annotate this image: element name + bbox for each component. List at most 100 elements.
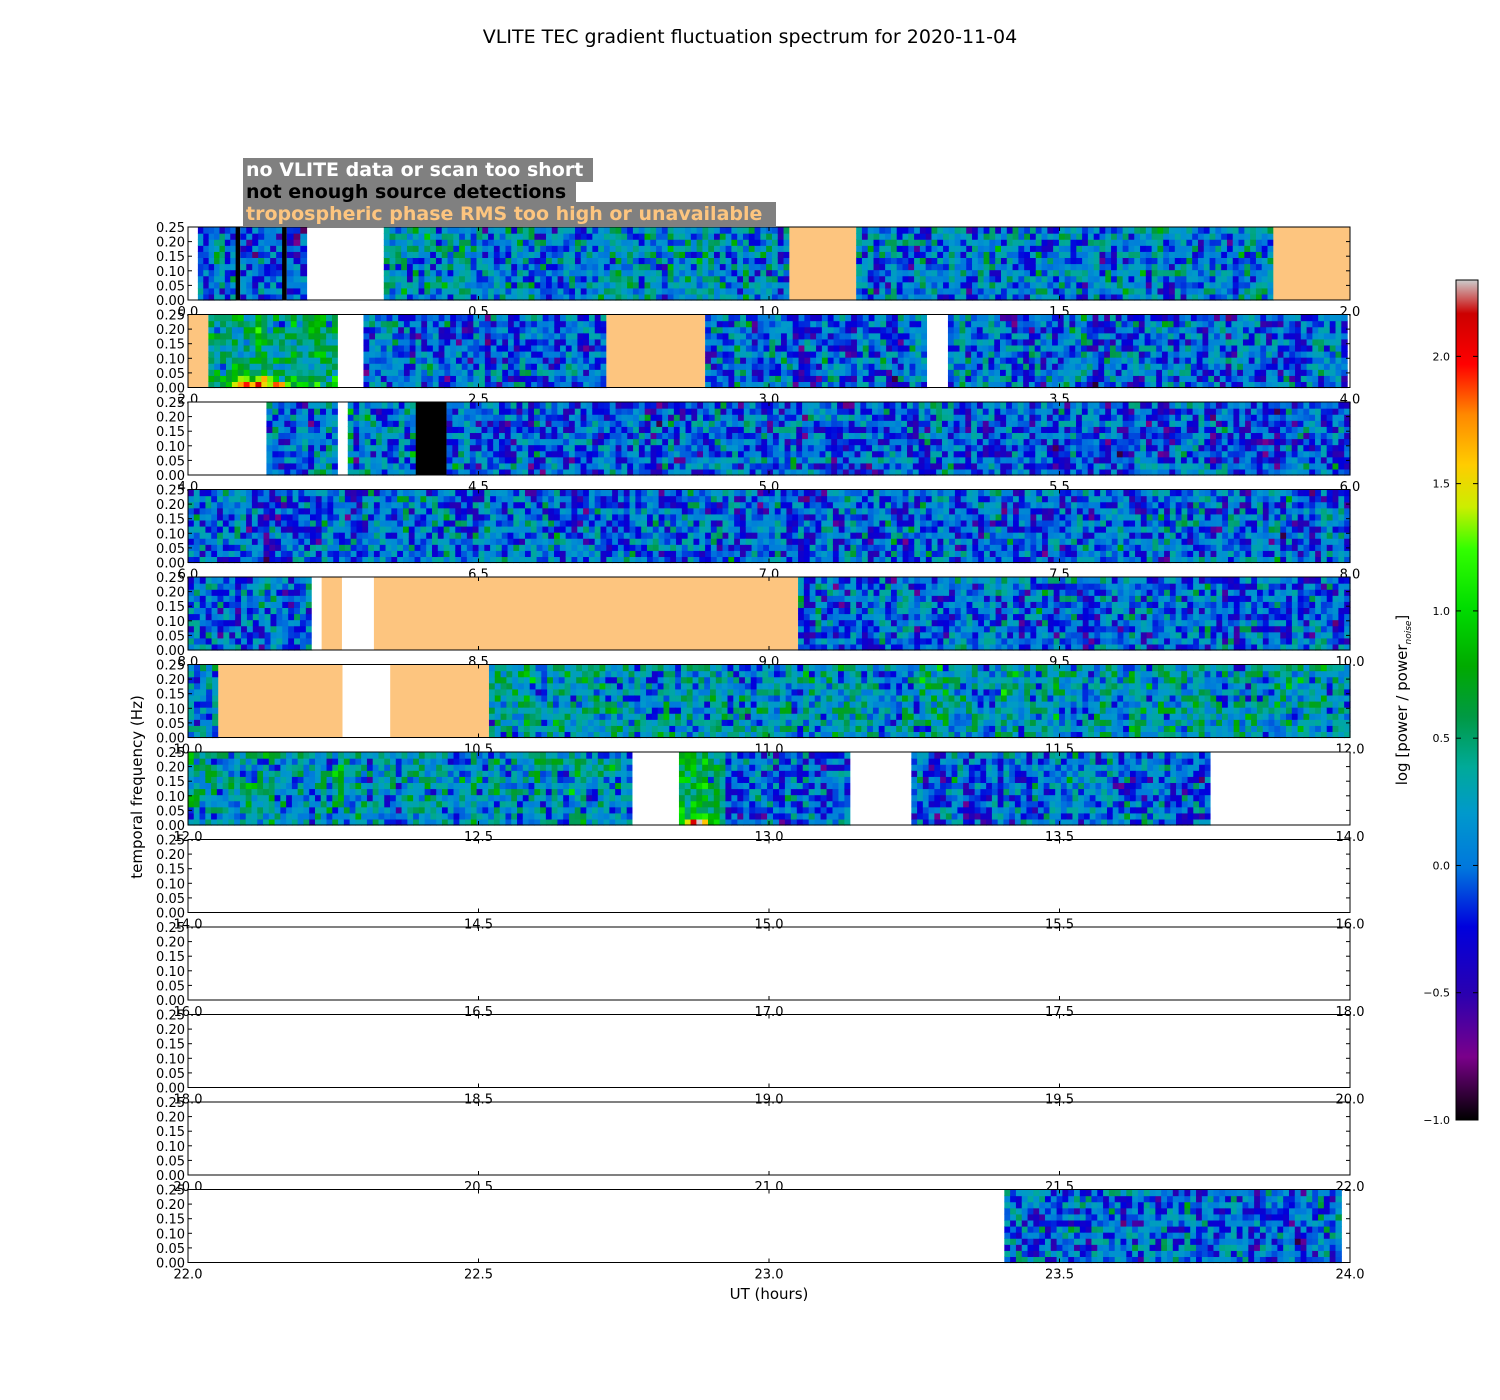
spectrum-cell [798,363,805,370]
spectrum-cell [833,320,841,328]
spectrum-cell [290,468,297,476]
spectrum-cell [459,269,466,277]
spectrum-cell [1157,281,1164,289]
spectrum-cell [880,375,887,383]
spectrum-cell [286,239,295,246]
spectrum-cell [1115,314,1123,322]
spectrum-cell [726,456,733,464]
spectrum-cell [751,326,759,334]
spectrum-cell [1057,381,1065,389]
spectrum-cell [266,438,273,446]
spectrum-cell [314,450,321,458]
spectrum-cell [1202,338,1209,346]
spectrum-cell [1329,326,1337,334]
spectrum-cell [861,281,869,289]
spectrum-cell [1081,338,1088,346]
spectrum-cell [320,320,327,328]
spectrum-cell [737,438,745,446]
spectrum-cell [609,263,617,271]
spectrum-cell [308,408,315,415]
spectrum-cell [627,287,634,295]
spectrum-cell [1105,287,1112,295]
spectrum-cell [896,281,904,289]
spectrum-cell [732,420,739,427]
spectrum-cell [258,263,265,271]
spectrum-cell [786,375,794,383]
spectrum-cell [548,375,555,383]
spectrum-cell [862,326,870,334]
spectrum-cell [971,332,978,340]
spectrum-cell [662,444,669,452]
spectrum-cell [302,338,310,346]
spectrum-segment [197,227,237,301]
spectrum-cell [845,338,852,346]
spectrum-cell [461,363,469,370]
spectrum-cell [1161,351,1169,358]
spectrum-cell [363,344,370,352]
spectrum-cell [531,320,538,328]
spectrum-cell [728,357,735,364]
spectrum-cell [300,275,308,283]
spectrum-cell [290,402,297,409]
spectrum-cell [548,344,555,352]
spectrum-cell [272,408,279,415]
spectrum-cell [387,402,394,409]
spectrum-cell [473,314,480,322]
spectrum-cell [897,338,905,346]
spectrum-cell [522,293,530,301]
spectrum-cell [347,432,355,440]
spectrum-cell [1145,239,1153,246]
spectrum-cell [769,357,776,364]
spectrum-cell [896,227,904,234]
spectrum-cell [598,263,605,271]
spectrum-cell [972,251,979,259]
spectrum-cell [982,332,990,340]
spectrum-cell [293,281,301,289]
spectrum-cell [424,263,431,271]
spectrum-cell [493,251,501,259]
spectrum-cell [203,251,210,259]
spectrum-cell [1283,375,1290,383]
spectrum-cell [369,332,376,340]
spectrum-segment [286,227,308,301]
spectrum-cell [470,293,478,301]
spectrum-cell [1161,369,1169,376]
spectrum-cell [1231,363,1238,370]
spectrum-cell [594,375,602,383]
spectrum-cell [982,357,990,364]
spectrum-cell [1169,287,1176,295]
spectrum-cell [760,263,767,271]
spectrum-cell [1323,351,1331,358]
spectrum-cell [545,456,553,464]
spectrum-cell [737,408,745,415]
spectrum-cell [430,245,437,252]
spectrum-cell [600,320,607,328]
spectrum-cell [1225,326,1232,334]
spectrum-cell [504,414,512,421]
spectrum-cell [1335,369,1342,376]
spectrum-cell [1053,251,1060,259]
spectrum-cell [632,227,640,234]
spectrum-cell [588,357,596,364]
spectrum-cell [763,320,770,328]
spectrum-cell [369,369,376,376]
spectrum-cell [833,351,841,358]
spectrum-cell [708,402,716,409]
spectrum-cell [1127,314,1134,322]
spectrum-cell [1167,351,1175,358]
spectrum-cell [455,320,463,328]
spectrum-cell [685,239,692,246]
spectrum-cell [314,402,321,409]
spectrum-cell [656,269,663,277]
spectrum-cell [240,275,247,283]
spectrum-cell [886,351,893,358]
spectrum-cell [511,281,518,289]
spectrum-cell [1076,251,1083,259]
spectrum-cell [453,251,460,259]
spectrum-cell [971,351,978,358]
spectrum-cell [1075,351,1082,358]
spectrum-cell [493,456,500,464]
spectrum-cell [867,293,875,301]
spectrum-cell [1167,314,1175,322]
spectrum-cell [586,263,593,271]
